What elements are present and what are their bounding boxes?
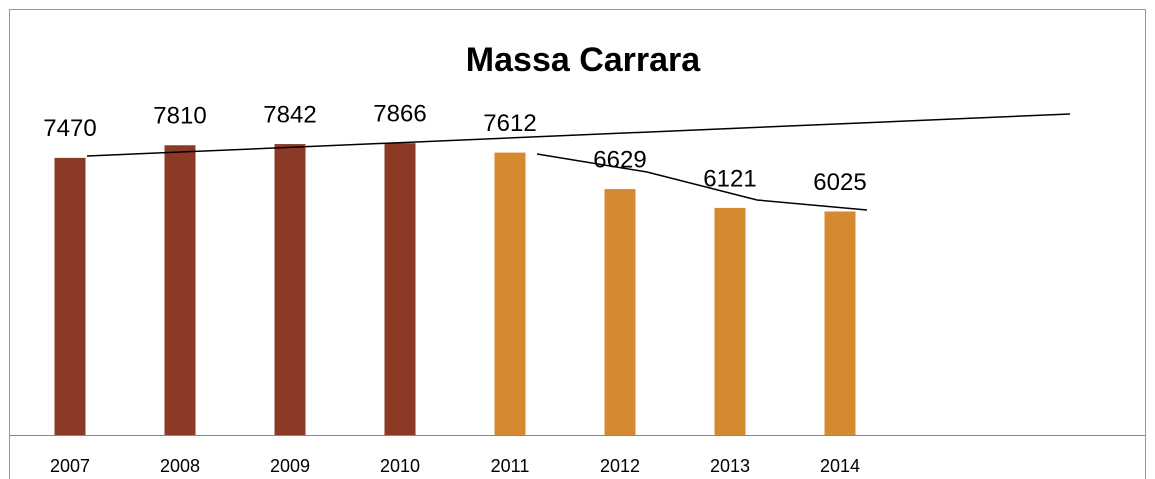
value-label: 7810	[153, 103, 206, 130]
bar	[384, 143, 416, 436]
value-label: 7842	[263, 101, 316, 128]
x-tick-label: 2014	[820, 456, 860, 476]
x-tick-label: 2012	[600, 456, 640, 476]
x-tick-label: 2008	[160, 456, 200, 476]
value-label: 7612	[483, 110, 536, 137]
value-label: 6629	[593, 146, 646, 173]
bar	[604, 189, 636, 435]
bar	[714, 207, 746, 435]
value-label: 7470	[43, 115, 96, 142]
bar	[494, 152, 526, 436]
bar	[824, 211, 856, 435]
trend-line	[536, 153, 868, 211]
bar	[54, 157, 86, 435]
x-tick-label: 2013	[710, 456, 750, 476]
bar	[274, 144, 306, 435]
trend-line	[86, 113, 1071, 157]
x-tick-label: 2009	[270, 456, 310, 476]
x-tick-label: 2010	[380, 456, 420, 476]
bars	[54, 143, 856, 436]
chart-title: Massa Carrara	[466, 41, 701, 79]
value-label: 7866	[373, 101, 426, 128]
bar	[164, 145, 196, 435]
value-label: 6121	[703, 165, 756, 192]
x-tick-label: 2007	[50, 456, 90, 476]
x-tick-label: 2011	[491, 456, 530, 476]
value-label: 6025	[813, 169, 866, 196]
